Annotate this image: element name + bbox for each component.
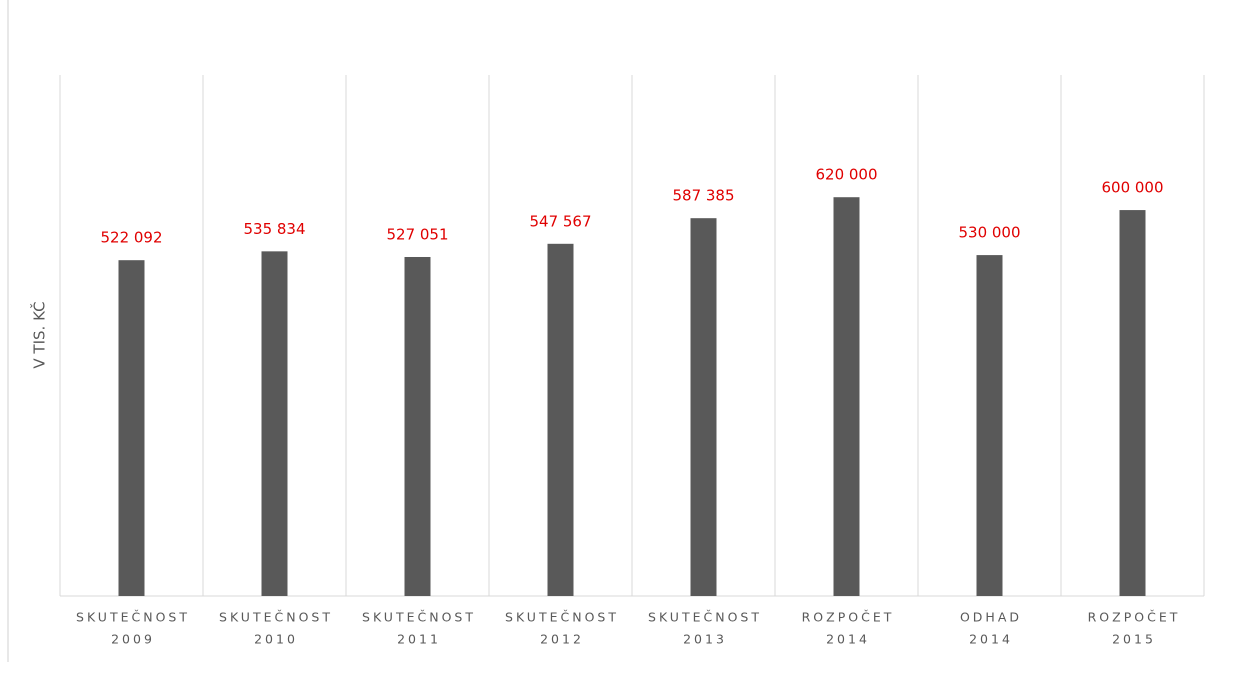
value-label: 535 834 <box>243 220 305 238</box>
x-tick-label: SKUTEČNOST <box>648 610 762 625</box>
value-label: 527 051 <box>386 225 448 243</box>
x-tick-label: ROZPOČET <box>802 610 895 625</box>
value-label: 522 092 <box>100 229 162 247</box>
x-tick-label: 2014 <box>826 632 870 647</box>
bar <box>690 218 717 596</box>
bar <box>833 197 860 596</box>
value-label: 530 000 <box>958 224 1020 242</box>
bar <box>261 251 288 596</box>
x-tick-label: 2014 <box>969 632 1013 647</box>
x-tick-label: SKUTEČNOST <box>219 610 333 625</box>
x-tick-label: SKUTEČNOST <box>76 610 190 625</box>
bar <box>1119 210 1146 596</box>
x-tick-label: 2015 <box>1112 632 1156 647</box>
bar <box>118 260 145 596</box>
x-tick-label: 2012 <box>540 632 584 647</box>
value-label: 547 567 <box>529 212 591 230</box>
x-tick-label: SKUTEČNOST <box>362 610 476 625</box>
value-label: 620 000 <box>815 166 877 184</box>
value-label: 600 000 <box>1101 179 1163 197</box>
bar <box>547 243 574 596</box>
x-tick-label: 2009 <box>111 632 155 647</box>
value-label: 587 385 <box>672 187 734 205</box>
x-tick-label: 2011 <box>397 632 441 647</box>
x-tick-label: 2010 <box>254 632 298 647</box>
x-tick-label: 2013 <box>683 632 727 647</box>
bar <box>404 256 431 596</box>
x-tick-label: SKUTEČNOST <box>505 610 619 625</box>
y-axis-label: V TIS. KČ <box>30 301 49 368</box>
x-tick-label: ODHAD <box>960 610 1022 625</box>
bar <box>976 255 1003 597</box>
x-tick-label: ROZPOČET <box>1088 610 1181 625</box>
